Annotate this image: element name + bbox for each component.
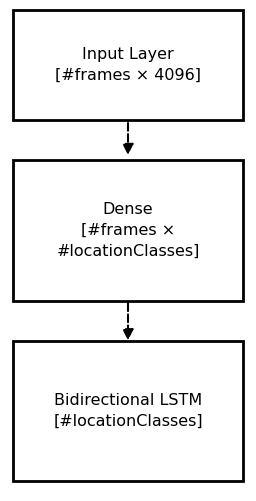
Text: Input Layer
[#frames × 4096]: Input Layer [#frames × 4096] bbox=[55, 47, 201, 83]
Text: Bidirectional LSTM
[#locationClasses]: Bidirectional LSTM [#locationClasses] bbox=[53, 393, 203, 429]
FancyBboxPatch shape bbox=[13, 341, 243, 481]
FancyBboxPatch shape bbox=[13, 160, 243, 301]
Text: Dense
[#frames ×
#locationClasses]: Dense [#frames × #locationClasses] bbox=[56, 202, 200, 259]
FancyBboxPatch shape bbox=[13, 10, 243, 120]
